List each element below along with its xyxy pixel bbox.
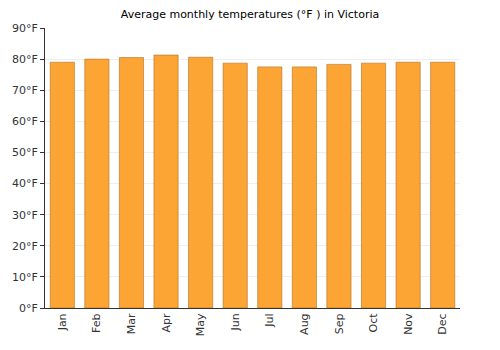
svg-text:Aug: Aug xyxy=(298,313,311,334)
svg-text:Sep: Sep xyxy=(333,313,346,334)
svg-text:30°F: 30°F xyxy=(12,209,38,222)
svg-text:60°F: 60°F xyxy=(12,115,38,128)
svg-text:80°F: 80°F xyxy=(12,53,38,66)
svg-text:May: May xyxy=(194,313,207,336)
svg-text:Mar: Mar xyxy=(125,313,138,334)
svg-text:0°F: 0°F xyxy=(19,302,38,315)
svg-text:Apr: Apr xyxy=(160,313,173,333)
svg-text:Jul: Jul xyxy=(263,313,276,327)
svg-text:20°F: 20°F xyxy=(12,240,38,253)
svg-text:10°F: 10°F xyxy=(12,271,38,284)
svg-text:40°F: 40°F xyxy=(12,177,38,190)
svg-text:Average monthly temperatures (: Average monthly temperatures (°F ) in Vi… xyxy=(121,8,379,21)
svg-text:90°F: 90°F xyxy=(12,22,38,35)
svg-text:50°F: 50°F xyxy=(12,146,38,159)
svg-text:Feb: Feb xyxy=(90,313,103,332)
svg-text:Dec: Dec xyxy=(436,313,449,334)
svg-text:Jun: Jun xyxy=(229,313,242,331)
svg-text:Oct: Oct xyxy=(367,313,380,333)
svg-text:Jan: Jan xyxy=(56,313,69,331)
svg-text:70°F: 70°F xyxy=(12,84,38,97)
svg-text:Nov: Nov xyxy=(402,313,415,335)
